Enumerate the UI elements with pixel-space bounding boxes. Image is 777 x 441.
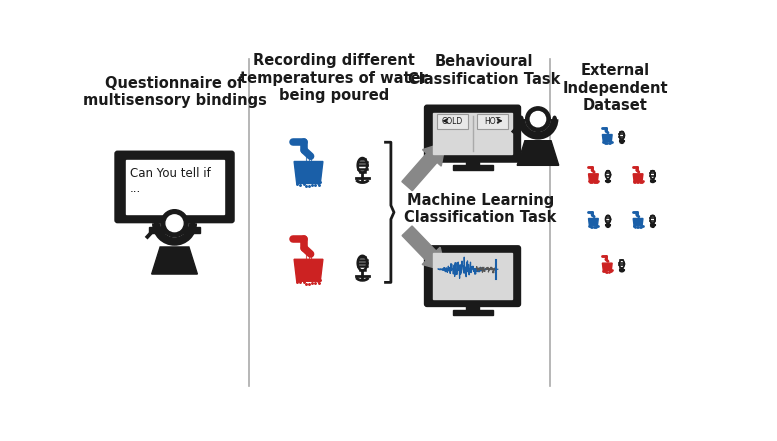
FancyBboxPatch shape — [426, 107, 519, 161]
Polygon shape — [633, 174, 643, 181]
Bar — [126, 160, 224, 214]
Ellipse shape — [155, 220, 159, 228]
Text: HOT: HOT — [484, 117, 500, 126]
Text: Machine Learning
Classification Task: Machine Learning Classification Task — [404, 193, 556, 225]
Text: COLD: COLD — [442, 117, 463, 126]
Circle shape — [531, 112, 545, 127]
Bar — [166, 220, 183, 228]
Polygon shape — [294, 259, 323, 281]
Ellipse shape — [191, 220, 195, 228]
Bar — [452, 165, 493, 170]
Circle shape — [161, 209, 188, 237]
Bar — [477, 114, 508, 129]
Polygon shape — [588, 218, 598, 226]
Text: Can You tell if
...: Can You tell if ... — [130, 167, 211, 194]
Polygon shape — [294, 161, 323, 183]
Bar — [466, 160, 479, 166]
Text: Questionnaire of
multisensory bindings: Questionnaire of multisensory bindings — [82, 76, 267, 108]
Bar — [466, 304, 479, 311]
Polygon shape — [152, 247, 197, 274]
Polygon shape — [602, 263, 612, 271]
Polygon shape — [402, 142, 445, 191]
Circle shape — [526, 107, 550, 131]
Polygon shape — [588, 174, 598, 181]
Text: Behavioural
Classification Task: Behavioural Classification Task — [408, 54, 560, 87]
Bar — [434, 254, 511, 299]
Ellipse shape — [553, 116, 556, 123]
Polygon shape — [633, 218, 643, 226]
Bar — [437, 114, 468, 129]
Polygon shape — [517, 141, 559, 165]
Ellipse shape — [520, 116, 523, 123]
Polygon shape — [602, 135, 612, 142]
Bar — [149, 228, 200, 233]
Text: Recording different
temperatures of water
being poured: Recording different temperatures of wate… — [240, 53, 428, 103]
Bar — [452, 310, 493, 315]
Circle shape — [166, 215, 183, 232]
Polygon shape — [402, 226, 445, 271]
Text: External
Independent
Dataset: External Independent Dataset — [562, 64, 667, 113]
FancyBboxPatch shape — [426, 247, 519, 305]
FancyBboxPatch shape — [117, 153, 232, 221]
Bar — [434, 113, 511, 154]
